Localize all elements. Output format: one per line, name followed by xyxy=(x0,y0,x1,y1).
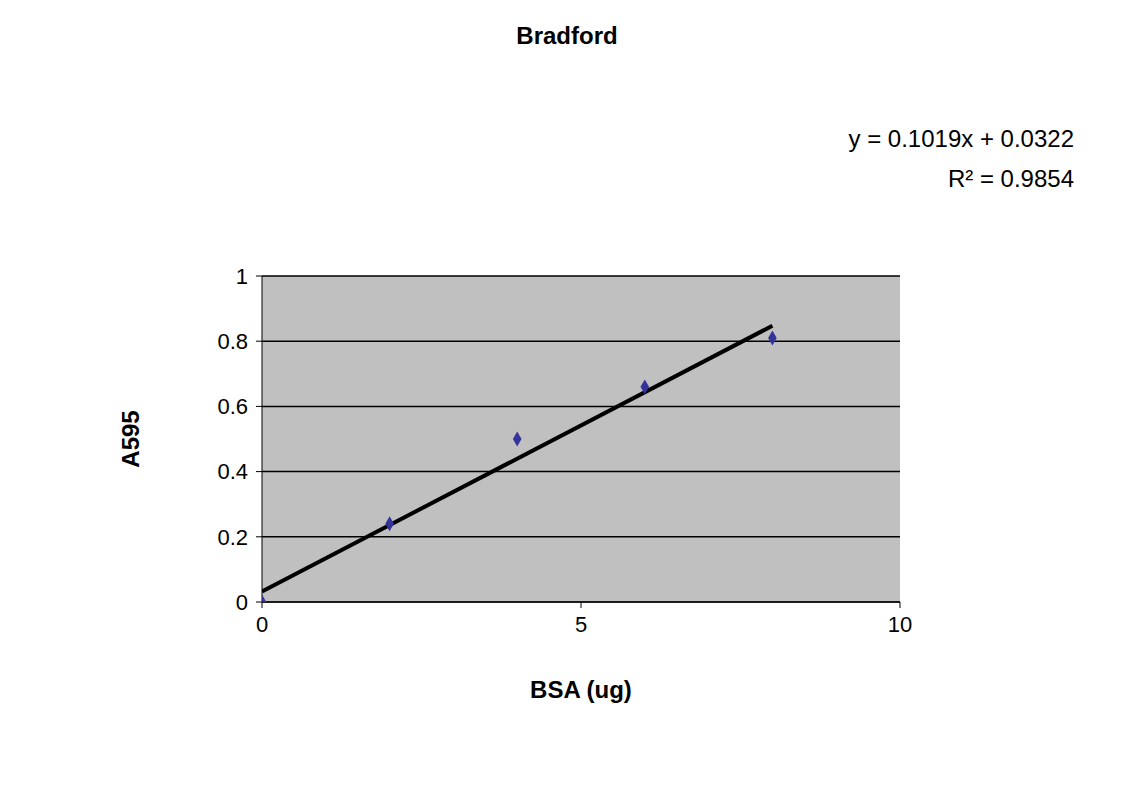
html-text:R² = 0.9854: R² = 0.9854 xyxy=(947,165,1074,192)
svg-text:0.2: 0.2 xyxy=(217,525,248,550)
svg-text:BSA (ug): BSA (ug) xyxy=(530,676,632,703)
svg-text:5: 5 xyxy=(575,612,587,637)
svg-text:0.6: 0.6 xyxy=(217,394,248,419)
svg-text:10: 10 xyxy=(888,612,912,637)
svg-text:0.4: 0.4 xyxy=(217,459,248,484)
html-text:y = 0.1019x + 0.0322: y = 0.1019x + 0.0322 xyxy=(848,125,1074,152)
svg-text:A595: A595 xyxy=(117,410,144,467)
html-text:Bradford: Bradford xyxy=(516,22,618,49)
svg-text:1: 1 xyxy=(236,264,248,289)
svg-text:0: 0 xyxy=(256,612,268,637)
svg-text:0.8: 0.8 xyxy=(217,329,248,354)
svg-text:0: 0 xyxy=(236,590,248,615)
